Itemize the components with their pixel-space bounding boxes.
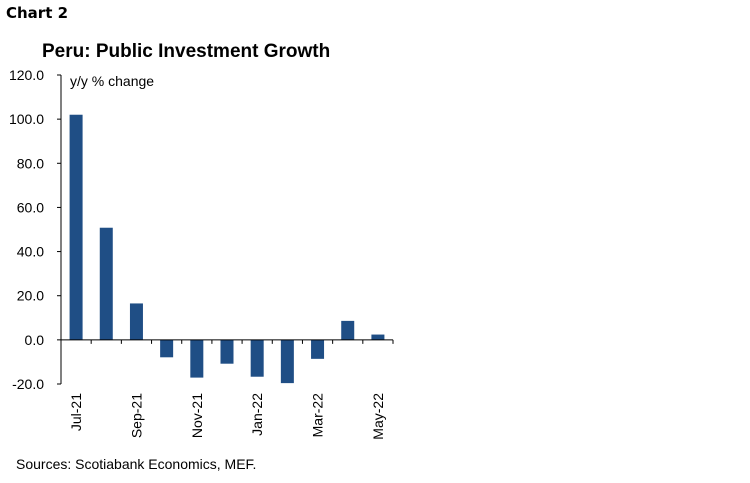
bar-jul-21 xyxy=(69,114,83,340)
x-tick-label: Nov-21 xyxy=(189,393,205,438)
y-tick-label: 60.0 xyxy=(17,199,44,215)
y-tick-label: -20.0 xyxy=(12,376,44,392)
chart-title: Peru: Public Investment Growth xyxy=(42,41,331,62)
x-tick-label: Jul-21 xyxy=(68,393,84,431)
y-tick-label: 0.0 xyxy=(25,332,45,348)
bar-may-22 xyxy=(371,334,385,340)
y-tick-label: 40.0 xyxy=(17,244,44,260)
y-tick-label: 80.0 xyxy=(17,155,44,171)
bar-feb-22 xyxy=(280,339,294,384)
bar-mar-22 xyxy=(311,339,325,359)
bar-dec-21 xyxy=(220,339,234,364)
y-axis: 120.0 100.0 80.0 60.0 40.0 20.0 0.0 -20.0 xyxy=(9,67,62,392)
x-tick-label: Sep-21 xyxy=(128,393,144,438)
x-tick-label: Mar-22 xyxy=(310,393,326,438)
x-axis: Jul-21 Sep-21 Nov-21 Jan-22 Mar-22 May-22 xyxy=(60,339,394,440)
y-tick-label: 100.0 xyxy=(9,111,44,127)
bar-jan-22 xyxy=(250,339,264,377)
y-tick-label: 120.0 xyxy=(9,67,44,83)
bars xyxy=(69,114,385,384)
bar-apr-22 xyxy=(341,320,355,340)
bar-aug-21 xyxy=(99,227,113,340)
y-tick-label: 20.0 xyxy=(17,288,44,304)
bar-sep-21 xyxy=(129,303,143,340)
y-axis-unit-label: y/y % change xyxy=(70,73,154,89)
x-tick-label: May-22 xyxy=(370,393,386,440)
bar-nov-21 xyxy=(190,339,204,378)
source-note: Sources: Scotiabank Economics, MEF. xyxy=(16,456,257,472)
x-tick-label: Jan-22 xyxy=(249,393,265,436)
chart-number-label: Chart 2 xyxy=(6,4,69,22)
bar-oct-21 xyxy=(160,339,174,358)
